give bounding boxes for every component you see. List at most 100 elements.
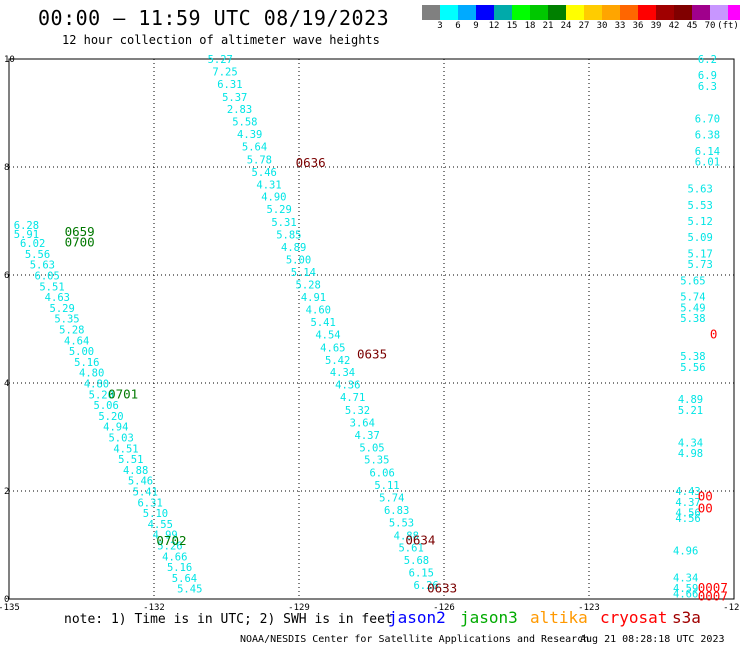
page-subtitle: 12 hour collection of altimeter wave hei… — [62, 33, 380, 47]
wave-height-label: 6.9 — [698, 70, 717, 82]
wave-height-label: 4.94 — [103, 422, 128, 434]
wave-height-label: 4.91 — [301, 292, 326, 304]
wave-height-label: 2.83 — [227, 104, 252, 116]
wave-height-label: 4.34 — [673, 572, 698, 584]
legend-label: 15 — [506, 21, 518, 31]
time-label: 0700 — [65, 235, 95, 250]
x-tick-label: -126 — [433, 603, 455, 613]
wave-height-label: 4.34 — [330, 367, 355, 379]
legend-label: 12 — [488, 21, 500, 31]
wave-height-label: 4.89 — [281, 242, 306, 254]
wave-height-label: 5.46 — [252, 167, 277, 179]
time-label: 0701 — [108, 386, 138, 401]
wave-height-label: 5.41 — [311, 317, 336, 329]
time-label: 0636 — [296, 155, 326, 170]
time-label: 0635 — [357, 346, 387, 361]
wave-height-label: 5.64 — [242, 141, 267, 153]
y-tick-label: 6 — [4, 271, 9, 281]
time-label: 0702 — [156, 533, 186, 548]
wave-height-label: 4.36 — [335, 380, 360, 392]
wave-height-label: 4.43 — [675, 486, 700, 498]
wave-height-label: 5.06 — [94, 400, 119, 412]
wave-height-label: 4.99 — [152, 530, 177, 542]
wave-height-label: 5.00 — [286, 254, 311, 266]
legend-label: 39 — [650, 21, 662, 31]
wave-height-label: 4.80 — [79, 368, 104, 380]
satellite-name: jason3 — [460, 608, 518, 627]
legend-swatch — [548, 5, 566, 20]
wave-height-label: 4.60 — [306, 305, 331, 317]
wave-height-label: 6.02 — [20, 238, 45, 250]
wave-height-label: 5.42 — [325, 355, 350, 367]
legend-swatch — [494, 5, 512, 20]
wave-height-label: 5.53 — [688, 200, 713, 212]
wave-height-label: 5.51 — [39, 281, 64, 293]
page-title: 00:00 – 11:59 UTC 08/19/2023 — [38, 6, 390, 30]
wave-height-label: 5.00 — [69, 346, 94, 358]
wave-height-label: 5.53 — [389, 517, 414, 529]
legend-swatch — [566, 5, 584, 20]
wave-height-label: 4.37 — [355, 430, 380, 442]
legend-swatch — [512, 5, 530, 20]
wave-height-label: 4.63 — [45, 292, 70, 304]
wave-height-label: 6.01 — [695, 157, 720, 169]
time-label: 0659 — [65, 224, 95, 239]
time-label: 0007 — [698, 580, 728, 595]
wave-height-label: 5.63 — [30, 260, 55, 272]
wave-height-label: 4.80 — [84, 379, 109, 391]
wave-height-label: 5.45 — [177, 584, 202, 596]
legend-swatch — [476, 5, 494, 20]
legend-label: 24 — [560, 21, 572, 31]
y-tick-label: 8 — [4, 163, 9, 173]
wave-height-label: 6.26 — [413, 580, 438, 592]
wave-height-label: 6.83 — [384, 505, 409, 517]
wave-height-label: 5.65 — [680, 275, 705, 287]
wave-height-label: 4.88 — [123, 465, 148, 477]
wave-height-label: 5.41 — [133, 487, 158, 499]
wave-height-label: 4.65 — [320, 342, 345, 354]
legend-swatch — [674, 5, 692, 20]
time-label: 00 — [698, 488, 713, 503]
wave-height-label: 5.64 — [172, 573, 197, 585]
satellite-name: cryosat — [600, 608, 668, 627]
wave-height-label: 5.05 — [359, 442, 384, 454]
wave-height-label: 4.56 — [675, 508, 700, 520]
legend-swatch — [602, 5, 620, 20]
wave-height-label: 5.61 — [398, 543, 423, 555]
wave-height-label: 5.46 — [128, 476, 153, 488]
wave-height-label: 5.20 — [98, 411, 123, 423]
wave-height-label: 5.31 — [271, 217, 296, 229]
wave-height-label: 4.88 — [394, 530, 419, 542]
wave-height-label: 5.91 — [14, 229, 39, 241]
satellite-name: altika — [530, 608, 588, 627]
legend-swatch — [530, 5, 548, 20]
wave-height-label: 5.20 — [89, 389, 114, 401]
wave-height-label: 6.3 — [698, 81, 717, 93]
wave-height-label: 5.73 — [688, 259, 713, 271]
wave-height-label: 6.38 — [695, 130, 720, 142]
color-scale-legend — [422, 5, 740, 20]
legend-label: 42 — [668, 21, 680, 31]
wave-height-label: 5.17 — [688, 248, 713, 260]
wave-height-label: 5.29 — [267, 204, 292, 216]
legend-label: (ft) — [717, 21, 739, 31]
wave-height-label: 4.89 — [678, 394, 703, 406]
wave-height-label: 4.39 — [237, 129, 262, 141]
wave-height-label: 5.38 — [680, 313, 705, 325]
legend-label: 21 — [542, 21, 554, 31]
satellite-name: s3a — [672, 608, 701, 627]
wave-height-label: 4.98 — [678, 448, 703, 460]
wave-height-label: 4.55 — [148, 519, 173, 531]
time-label: 0007 — [698, 588, 728, 603]
time-label: 0634 — [405, 533, 435, 548]
wave-height-label: 5.35 — [54, 314, 79, 326]
legend-label: 36 — [632, 21, 644, 31]
wave-height-label: 5.28 — [59, 325, 84, 337]
legend-label: 27 — [578, 21, 590, 31]
legend-label: 33 — [614, 21, 626, 31]
time-label: 0 — [710, 326, 718, 341]
wave-height-label: 7.25 — [212, 66, 237, 78]
legend-swatch — [692, 5, 710, 20]
y-tick-label: 10 — [4, 55, 15, 65]
